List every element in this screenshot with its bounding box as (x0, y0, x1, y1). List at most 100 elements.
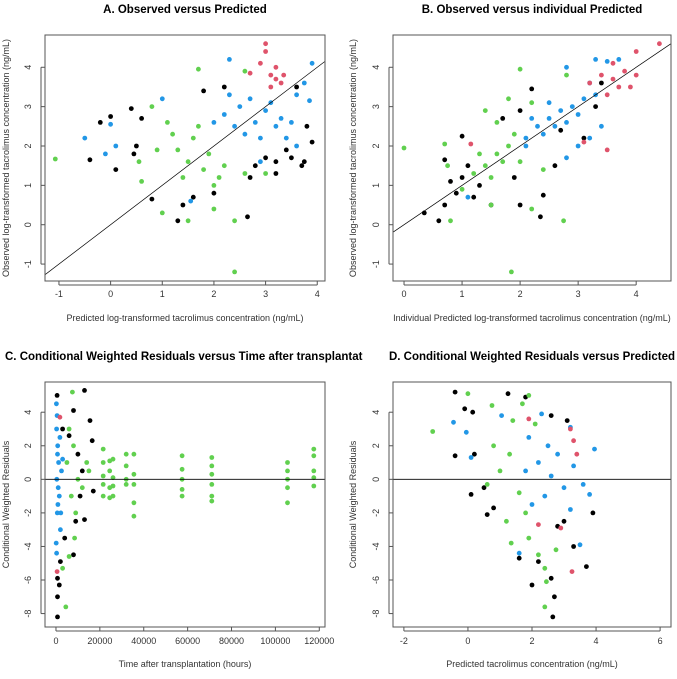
data-point (569, 569, 575, 574)
data-point (123, 463, 129, 469)
data-point (526, 416, 532, 422)
data-point (604, 147, 610, 153)
x-tick-label: 4 (315, 289, 320, 299)
data-point (523, 468, 528, 474)
data-point (542, 565, 548, 571)
data-point (575, 112, 581, 117)
panel-c: C. Conditional Weighted Residuals versus… (1, 351, 363, 669)
data-point (268, 84, 274, 90)
data-point (247, 70, 253, 76)
data-point (232, 269, 238, 275)
data-point (506, 143, 511, 149)
data-point (548, 413, 554, 418)
data-point (468, 141, 474, 147)
data-point (568, 507, 573, 512)
data-point (574, 451, 580, 457)
data-point (201, 88, 207, 94)
data-point (571, 463, 576, 469)
data-point (227, 92, 232, 98)
data-point (529, 502, 535, 507)
data-point (263, 49, 268, 54)
data-point (159, 210, 165, 216)
data-point (301, 80, 307, 86)
data-point (196, 66, 201, 72)
data-point (139, 116, 145, 121)
data-point (511, 131, 517, 137)
data-point (71, 408, 76, 413)
data-point (209, 455, 215, 460)
data-points (430, 389, 597, 620)
data-point (477, 151, 482, 157)
data-point (520, 401, 525, 407)
data-point (211, 183, 217, 188)
data-point (179, 453, 185, 459)
x-tick-label: 0 (402, 289, 407, 299)
data-point (108, 114, 113, 119)
data-point (55, 614, 60, 620)
data-point (131, 451, 137, 457)
data-point (523, 135, 529, 141)
data-point (190, 135, 196, 141)
data-point (89, 438, 95, 444)
data-point (506, 96, 511, 102)
data-point (131, 151, 137, 157)
data-point (90, 488, 96, 494)
data-point (301, 159, 307, 165)
data-point (445, 163, 450, 169)
data-point (581, 139, 587, 145)
y-tick-label: -2 (371, 509, 381, 517)
data-point (211, 120, 217, 125)
data-point (149, 104, 155, 109)
data-point (550, 614, 556, 620)
data-point (468, 492, 474, 497)
data-point (546, 100, 552, 106)
data-point (258, 159, 263, 165)
data-point (100, 460, 106, 465)
data-point (571, 438, 576, 444)
data-point (536, 552, 541, 558)
data-point (100, 493, 106, 499)
y-axis-label: Observed log-transformed tacrolimus conc… (348, 39, 358, 277)
data-point (289, 155, 294, 161)
data-point (258, 135, 263, 141)
data-point (82, 135, 88, 141)
data-point (561, 218, 566, 224)
data-point (79, 485, 85, 491)
data-point (536, 559, 541, 564)
data-point (584, 564, 589, 569)
data-point (66, 433, 72, 439)
data-point (538, 214, 543, 220)
data-point (535, 123, 540, 129)
data-point (131, 471, 137, 477)
data-point (633, 72, 639, 78)
y-tick-label: -1 (371, 260, 381, 268)
data-points (52, 41, 315, 275)
data-point (73, 518, 79, 524)
x-tick-label: 0 (53, 636, 58, 646)
data-point (526, 435, 532, 440)
data-point (451, 419, 456, 425)
data-point (175, 147, 181, 153)
data-point (247, 175, 253, 180)
data-point (548, 575, 554, 581)
data-point (196, 123, 201, 129)
data-point (57, 414, 63, 420)
data-point (453, 190, 459, 196)
x-tick-label: 4 (594, 636, 599, 646)
data-point (599, 80, 604, 86)
data-point (604, 59, 610, 64)
data-point (599, 123, 604, 129)
data-point (564, 155, 569, 161)
data-point (185, 159, 191, 165)
x-tick-label: 6 (658, 636, 663, 646)
data-point (285, 468, 290, 474)
data-point (552, 163, 558, 169)
data-point (103, 151, 108, 157)
x-tick-label: -1 (55, 289, 63, 299)
data-point (107, 468, 113, 474)
y-tick-label: 2 (371, 443, 381, 448)
y-tick-label: 2 (23, 443, 33, 448)
data-point (63, 604, 69, 610)
data-point (536, 522, 541, 527)
data-point (72, 535, 77, 541)
